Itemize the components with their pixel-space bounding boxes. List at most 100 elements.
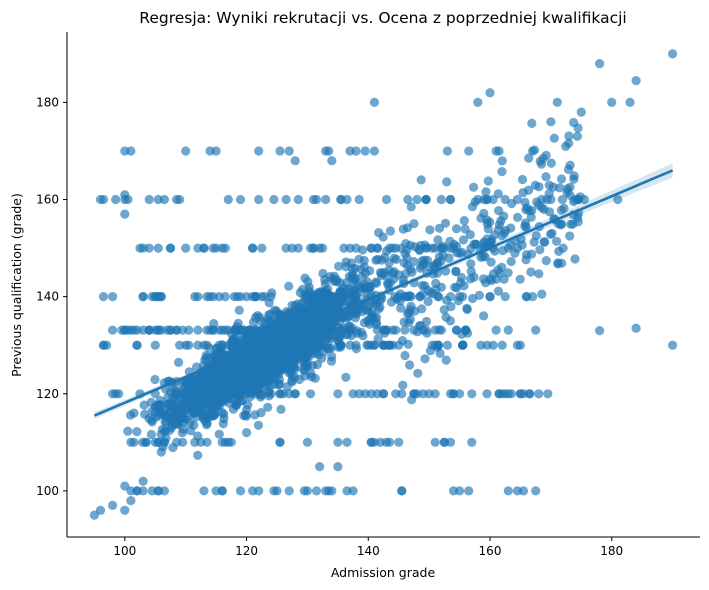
data-point (425, 225, 435, 235)
data-point (358, 331, 368, 341)
data-point (559, 203, 569, 213)
data-point (193, 401, 204, 411)
data-point (334, 261, 344, 271)
data-point (233, 318, 243, 328)
data-point (494, 389, 504, 399)
data-point (248, 243, 258, 253)
data-point (631, 76, 641, 86)
data-point (108, 292, 118, 302)
data-point (434, 252, 444, 262)
data-point (272, 486, 282, 496)
data-point (436, 194, 446, 205)
data-point (199, 486, 209, 496)
data-point (434, 223, 445, 233)
data-point (287, 371, 297, 381)
data-point (245, 370, 256, 380)
data-point (442, 295, 452, 305)
data-point (466, 259, 476, 269)
data-point (528, 146, 538, 156)
data-point (260, 332, 270, 342)
data-point (371, 312, 382, 323)
data-point (451, 224, 462, 234)
data-point (378, 389, 389, 399)
data-point (181, 146, 191, 156)
data-point (488, 269, 499, 279)
data-point (572, 131, 583, 141)
data-point (424, 389, 434, 399)
data-point (458, 340, 468, 350)
data-point (321, 146, 331, 156)
data-point (537, 289, 547, 299)
data-point (522, 203, 532, 213)
data-point (156, 429, 166, 439)
data-point (403, 194, 413, 205)
data-point (266, 360, 276, 371)
data-point (311, 486, 322, 496)
data-point (238, 381, 248, 391)
data-point (120, 481, 130, 491)
data-point (243, 400, 253, 410)
data-point (275, 389, 285, 399)
data-point (463, 328, 473, 338)
data-point (518, 188, 528, 198)
x-tick-label: 160 (479, 544, 502, 558)
data-point (510, 248, 520, 258)
data-point (546, 158, 556, 168)
data-point (564, 131, 574, 141)
data-point (417, 304, 427, 314)
data-point (220, 243, 230, 253)
data-point (266, 372, 276, 382)
data-point (207, 372, 217, 383)
data-point (445, 316, 455, 326)
data-point (557, 195, 568, 205)
data-point (541, 150, 551, 160)
data-point (566, 219, 576, 229)
data-point (129, 408, 139, 418)
data-point (193, 292, 203, 302)
data-point (391, 325, 401, 335)
data-point (274, 379, 285, 389)
data-point (498, 246, 508, 256)
data-point (166, 402, 176, 412)
data-point (341, 257, 351, 267)
data-point (333, 389, 343, 399)
data-point (413, 368, 423, 378)
y-tick-label: 140 (36, 290, 59, 304)
data-point (177, 428, 187, 438)
data-point (573, 212, 583, 222)
data-point (95, 194, 106, 205)
data-point (336, 194, 346, 205)
data-point (453, 296, 463, 306)
data-point (553, 258, 563, 268)
data-point (409, 219, 419, 229)
data-point (234, 305, 244, 315)
data-point (500, 292, 510, 302)
data-point (256, 316, 266, 326)
y-tick-label: 160 (36, 193, 59, 207)
data-point (486, 257, 496, 267)
data-point (123, 426, 133, 436)
data-point (215, 396, 225, 406)
data-point (320, 288, 330, 298)
data-point (301, 302, 312, 312)
data-point (432, 342, 443, 352)
data-point (565, 190, 575, 200)
data-point (320, 279, 330, 289)
data-point (350, 263, 360, 273)
data-point (165, 325, 176, 335)
data-point (193, 450, 203, 460)
data-point (541, 172, 551, 182)
data-point (199, 243, 209, 253)
data-point (111, 194, 121, 205)
data-point (138, 437, 148, 447)
data-point (153, 292, 163, 302)
data-point (431, 278, 441, 288)
x-tick-label: 140 (357, 544, 380, 558)
data-point (497, 340, 507, 350)
data-point (108, 500, 118, 510)
data-point (284, 146, 294, 156)
data-point (535, 245, 545, 255)
data-point (462, 303, 472, 313)
data-point (442, 177, 452, 187)
data-point (450, 282, 460, 292)
